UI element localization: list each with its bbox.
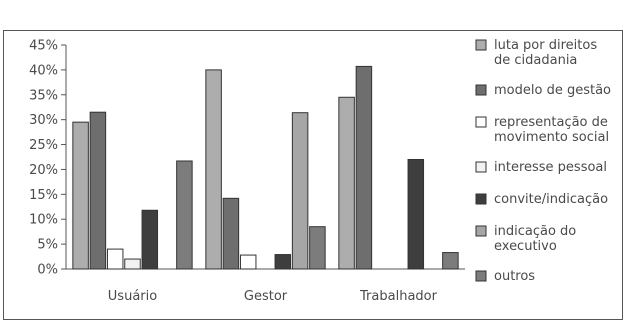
legend-label: convite/indicação — [494, 192, 608, 207]
legend-label: luta por direitos de cidadania — [494, 38, 597, 68]
y-tick-label: 0% — [37, 263, 58, 278]
legend-label: representação de movimento social — [494, 115, 609, 145]
y-tick-label: 45% — [29, 39, 58, 54]
bar — [106, 248, 124, 270]
legend-swatch — [475, 193, 487, 205]
bar — [176, 160, 193, 270]
x-axis: Usuário Gestor Trabalhador — [108, 289, 438, 304]
bar — [72, 121, 89, 270]
legend-label: outros — [494, 269, 535, 284]
bar — [205, 69, 222, 270]
x-tick-label: Usuário — [108, 289, 157, 304]
legend-label: indicação do executivo — [494, 224, 576, 254]
x-tick-label: Gestor — [244, 289, 288, 304]
legend-swatch — [475, 270, 487, 282]
legend-label-line: interesse pessoal — [494, 160, 607, 175]
legend-swatch — [475, 84, 487, 96]
legend-label-line: indicação do — [494, 224, 576, 239]
legend-label-line: executivo — [494, 239, 557, 254]
bar — [239, 254, 257, 270]
bar — [355, 65, 373, 270]
legend-label: modelo de gestão — [494, 83, 611, 98]
bar — [442, 252, 459, 270]
legend-label-line: representação de — [494, 115, 608, 130]
legend-label-line: convite/indicação — [494, 192, 608, 207]
chart-frame — [3, 30, 623, 320]
legend-label-line: luta por direitos — [494, 38, 597, 53]
legend-label-line: de cidadania — [494, 53, 577, 68]
bar — [141, 209, 159, 270]
legend-swatch — [475, 225, 487, 237]
bar — [338, 96, 355, 270]
legend-label-line: movimento social — [494, 130, 609, 145]
bar — [291, 112, 309, 270]
legend-swatch — [475, 116, 487, 128]
legend-swatch — [475, 161, 487, 173]
y-tick-label: 30% — [29, 113, 58, 128]
legend-label-line: outros — [494, 269, 535, 284]
y-tick-label: 15% — [29, 188, 58, 203]
legend: luta por direitos de cidadania modelo de g… — [475, 38, 611, 284]
y-tick-label: 35% — [29, 88, 58, 103]
bar — [407, 158, 425, 270]
y-tick-label: 20% — [29, 163, 58, 178]
x-tick-label: Trabalhador — [359, 289, 438, 304]
legend-swatch — [475, 39, 487, 51]
y-axis: 0% 5% 10% 15% 20% 25% 30% 35% 40% 45% — [29, 39, 67, 278]
bar — [222, 197, 240, 270]
y-tick-label: 5% — [37, 238, 58, 253]
bar — [89, 111, 107, 270]
legend-label: interesse pessoal — [494, 160, 607, 175]
bar — [274, 254, 292, 270]
bar — [309, 226, 326, 270]
y-tick-label: 25% — [29, 138, 58, 153]
y-tick-label: 10% — [29, 213, 58, 228]
legend-label-line: modelo de gestão — [494, 83, 611, 98]
bars — [72, 65, 459, 270]
bar — [124, 258, 141, 270]
y-tick-label: 40% — [29, 63, 58, 78]
